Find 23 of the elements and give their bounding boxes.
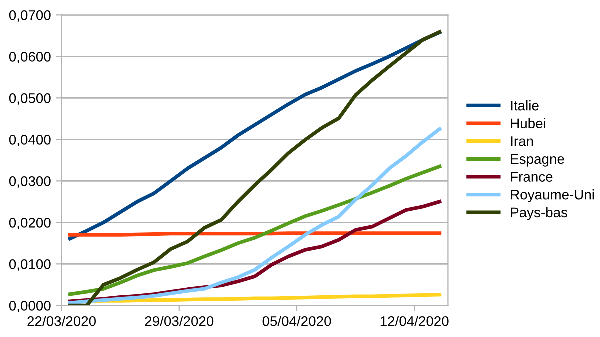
y-tick-label: 0,0000 [9,300,51,312]
y-tick-label: 0,0400 [9,134,51,146]
x-tick-label: 29/03/2020 [145,316,214,326]
y-tick-label: 0,0300 [9,176,51,188]
x-tick-label: 05/04/2020 [262,316,332,326]
y-tick-label: 0,0500 [9,93,51,105]
x-tick-label: 12/04/2020 [380,316,449,326]
y-tick-label: 0,0200 [9,218,51,230]
legend-label: France [511,172,553,182]
y-tick-label: 0,0100 [9,259,51,271]
y-tick-label: 0,0700 [9,10,51,22]
legend-label: Italie [511,100,539,111]
legend-label: Pays-bas [511,207,568,220]
line-series [68,164,442,296]
legend-label: Royaume-Uni [511,190,594,202]
line-series [68,30,442,241]
x-tick-label: 22/03/2020 [28,316,96,326]
line-series [68,30,442,306]
legend-label: Hubei [511,118,546,129]
legend-label: Iran [511,136,534,146]
y-tick-label: 0,0600 [9,52,51,64]
line-series [68,127,442,305]
legend-label: Espagne [511,154,564,167]
